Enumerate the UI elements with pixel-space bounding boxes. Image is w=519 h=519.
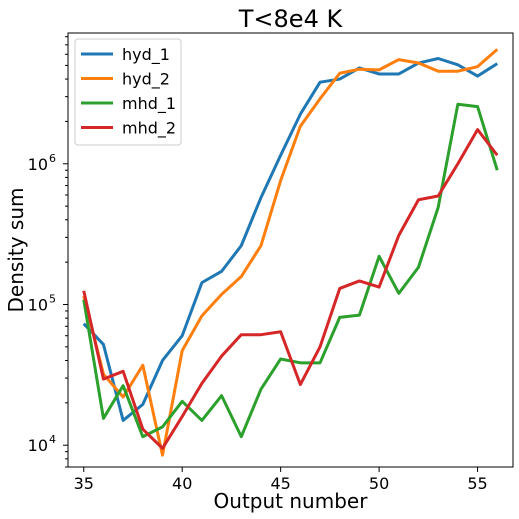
series-line-hyd-1 [82,57,499,422]
y-tick-label: 10 [28,295,48,314]
series-line-mhd-2 [82,128,499,450]
chart-title: T<8e4 K [238,5,344,33]
legend-frame [74,38,182,146]
x-axis: 35 40 45 50 55 [74,467,488,493]
legend-label: hyd_2 [122,70,170,90]
x-tick-label: 45 [270,474,290,493]
x-tick-label: 50 [369,474,389,493]
series-lines [82,48,499,457]
y-tick-exponent: 6 [49,152,56,165]
plot-frame [67,32,514,468]
y-axis-title: Density sum [4,188,28,313]
legend-label: mhd_2 [122,119,176,139]
y-tick-exponent: 4 [49,433,56,446]
y-tick-label: 10 [28,436,48,455]
x-axis-title: Output number [214,489,369,513]
x-tick-label: 35 [74,474,94,493]
legend: hyd_1 hyd_2 mhd_1 mhd_2 [74,38,182,146]
y-tick-label: 10 [28,155,48,174]
legend-label: hyd_1 [122,45,170,65]
x-tick-label: 55 [467,474,487,493]
legend-label: mhd_1 [122,94,176,114]
series-line-hyd-2 [82,48,499,457]
x-tick-label: 40 [172,474,192,493]
y-tick-exponent: 5 [49,292,56,305]
